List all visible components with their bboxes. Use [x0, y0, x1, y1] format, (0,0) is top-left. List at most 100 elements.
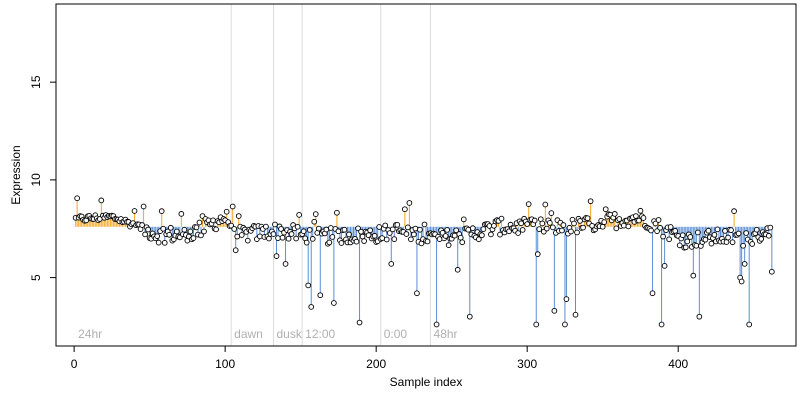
data-point	[158, 208, 165, 215]
data-point	[758, 236, 765, 242]
data-point	[388, 261, 395, 267]
data-point	[282, 261, 289, 267]
data-point	[238, 232, 245, 238]
data-point	[536, 226, 543, 232]
data-point	[531, 217, 538, 224]
data-point	[746, 321, 753, 328]
data-point	[394, 221, 401, 228]
data-point	[753, 226, 760, 233]
data-point	[518, 220, 524, 227]
segment-label: 12:00	[305, 327, 335, 341]
data-point	[655, 217, 662, 223]
data-point	[160, 225, 167, 232]
data-point	[305, 282, 312, 289]
data-point	[346, 231, 352, 238]
data-point	[690, 272, 697, 279]
data-point	[637, 207, 644, 214]
data-point	[98, 197, 105, 204]
data-point	[546, 220, 553, 226]
data-point	[257, 233, 263, 240]
data-point	[140, 203, 147, 210]
data-point	[300, 228, 307, 235]
data-point	[584, 215, 591, 222]
data-point	[684, 238, 691, 245]
data-point	[725, 234, 731, 241]
data-point	[476, 236, 482, 243]
data-point	[445, 242, 452, 249]
data-point	[711, 231, 718, 238]
data-point	[358, 228, 364, 235]
data-point	[173, 228, 180, 235]
data-point	[414, 290, 420, 297]
data-point	[657, 224, 663, 231]
data-point	[386, 230, 393, 236]
data-point	[402, 206, 408, 213]
data-point	[408, 236, 414, 243]
data-point	[405, 224, 411, 231]
data-point	[272, 221, 278, 228]
data-point	[361, 238, 367, 244]
data-point	[571, 220, 577, 227]
x-tick-label: 300	[517, 357, 537, 371]
data-point	[694, 229, 701, 236]
plot-frame	[55, 3, 797, 347]
data-point	[479, 232, 485, 239]
data-point	[666, 236, 672, 243]
data-point	[142, 231, 148, 238]
y-axis-label: Expression	[9, 145, 23, 204]
segment-label: dawn	[234, 327, 263, 341]
data-point	[738, 278, 745, 285]
data-point	[574, 229, 580, 236]
data-point	[729, 239, 736, 246]
segment-label: 24hr	[78, 327, 102, 341]
data-point	[543, 225, 550, 232]
data-point	[460, 216, 467, 223]
data-point	[442, 233, 449, 239]
data-point	[382, 222, 389, 229]
data-point	[560, 222, 567, 228]
data-point	[166, 231, 173, 238]
data-point	[417, 226, 423, 233]
data-point	[139, 222, 145, 228]
data-point	[303, 239, 310, 246]
data-point	[731, 208, 737, 215]
data-point	[728, 227, 734, 233]
data-point	[519, 227, 526, 233]
data-point	[696, 313, 703, 320]
data-point	[636, 217, 642, 224]
data-point	[353, 238, 360, 245]
data-point	[765, 232, 772, 239]
data-point	[341, 226, 348, 233]
data-point	[315, 225, 322, 232]
data-point	[767, 224, 774, 231]
data-point	[275, 235, 281, 241]
data-point	[379, 235, 386, 241]
data-point	[278, 226, 284, 232]
data-point	[702, 236, 709, 243]
data-point	[466, 313, 473, 320]
data-point	[599, 223, 606, 230]
data-point	[620, 222, 627, 229]
data-point	[601, 219, 608, 225]
data-point	[198, 232, 204, 239]
data-point	[234, 233, 241, 240]
data-point	[293, 235, 299, 242]
data-point	[652, 220, 659, 227]
data-point	[722, 228, 728, 234]
data-point	[338, 240, 345, 246]
data-point	[768, 268, 775, 275]
data-point	[705, 227, 712, 234]
data-point	[559, 227, 565, 234]
data-point	[687, 234, 694, 240]
data-point	[367, 227, 373, 234]
data-point	[682, 244, 689, 251]
data-point	[743, 230, 750, 236]
data-point	[542, 201, 549, 208]
data-point	[488, 231, 494, 238]
data-point	[648, 227, 654, 234]
data-point	[625, 223, 632, 230]
data-point	[611, 211, 618, 217]
deviation-stems	[75, 198, 773, 325]
data-point	[131, 208, 138, 214]
